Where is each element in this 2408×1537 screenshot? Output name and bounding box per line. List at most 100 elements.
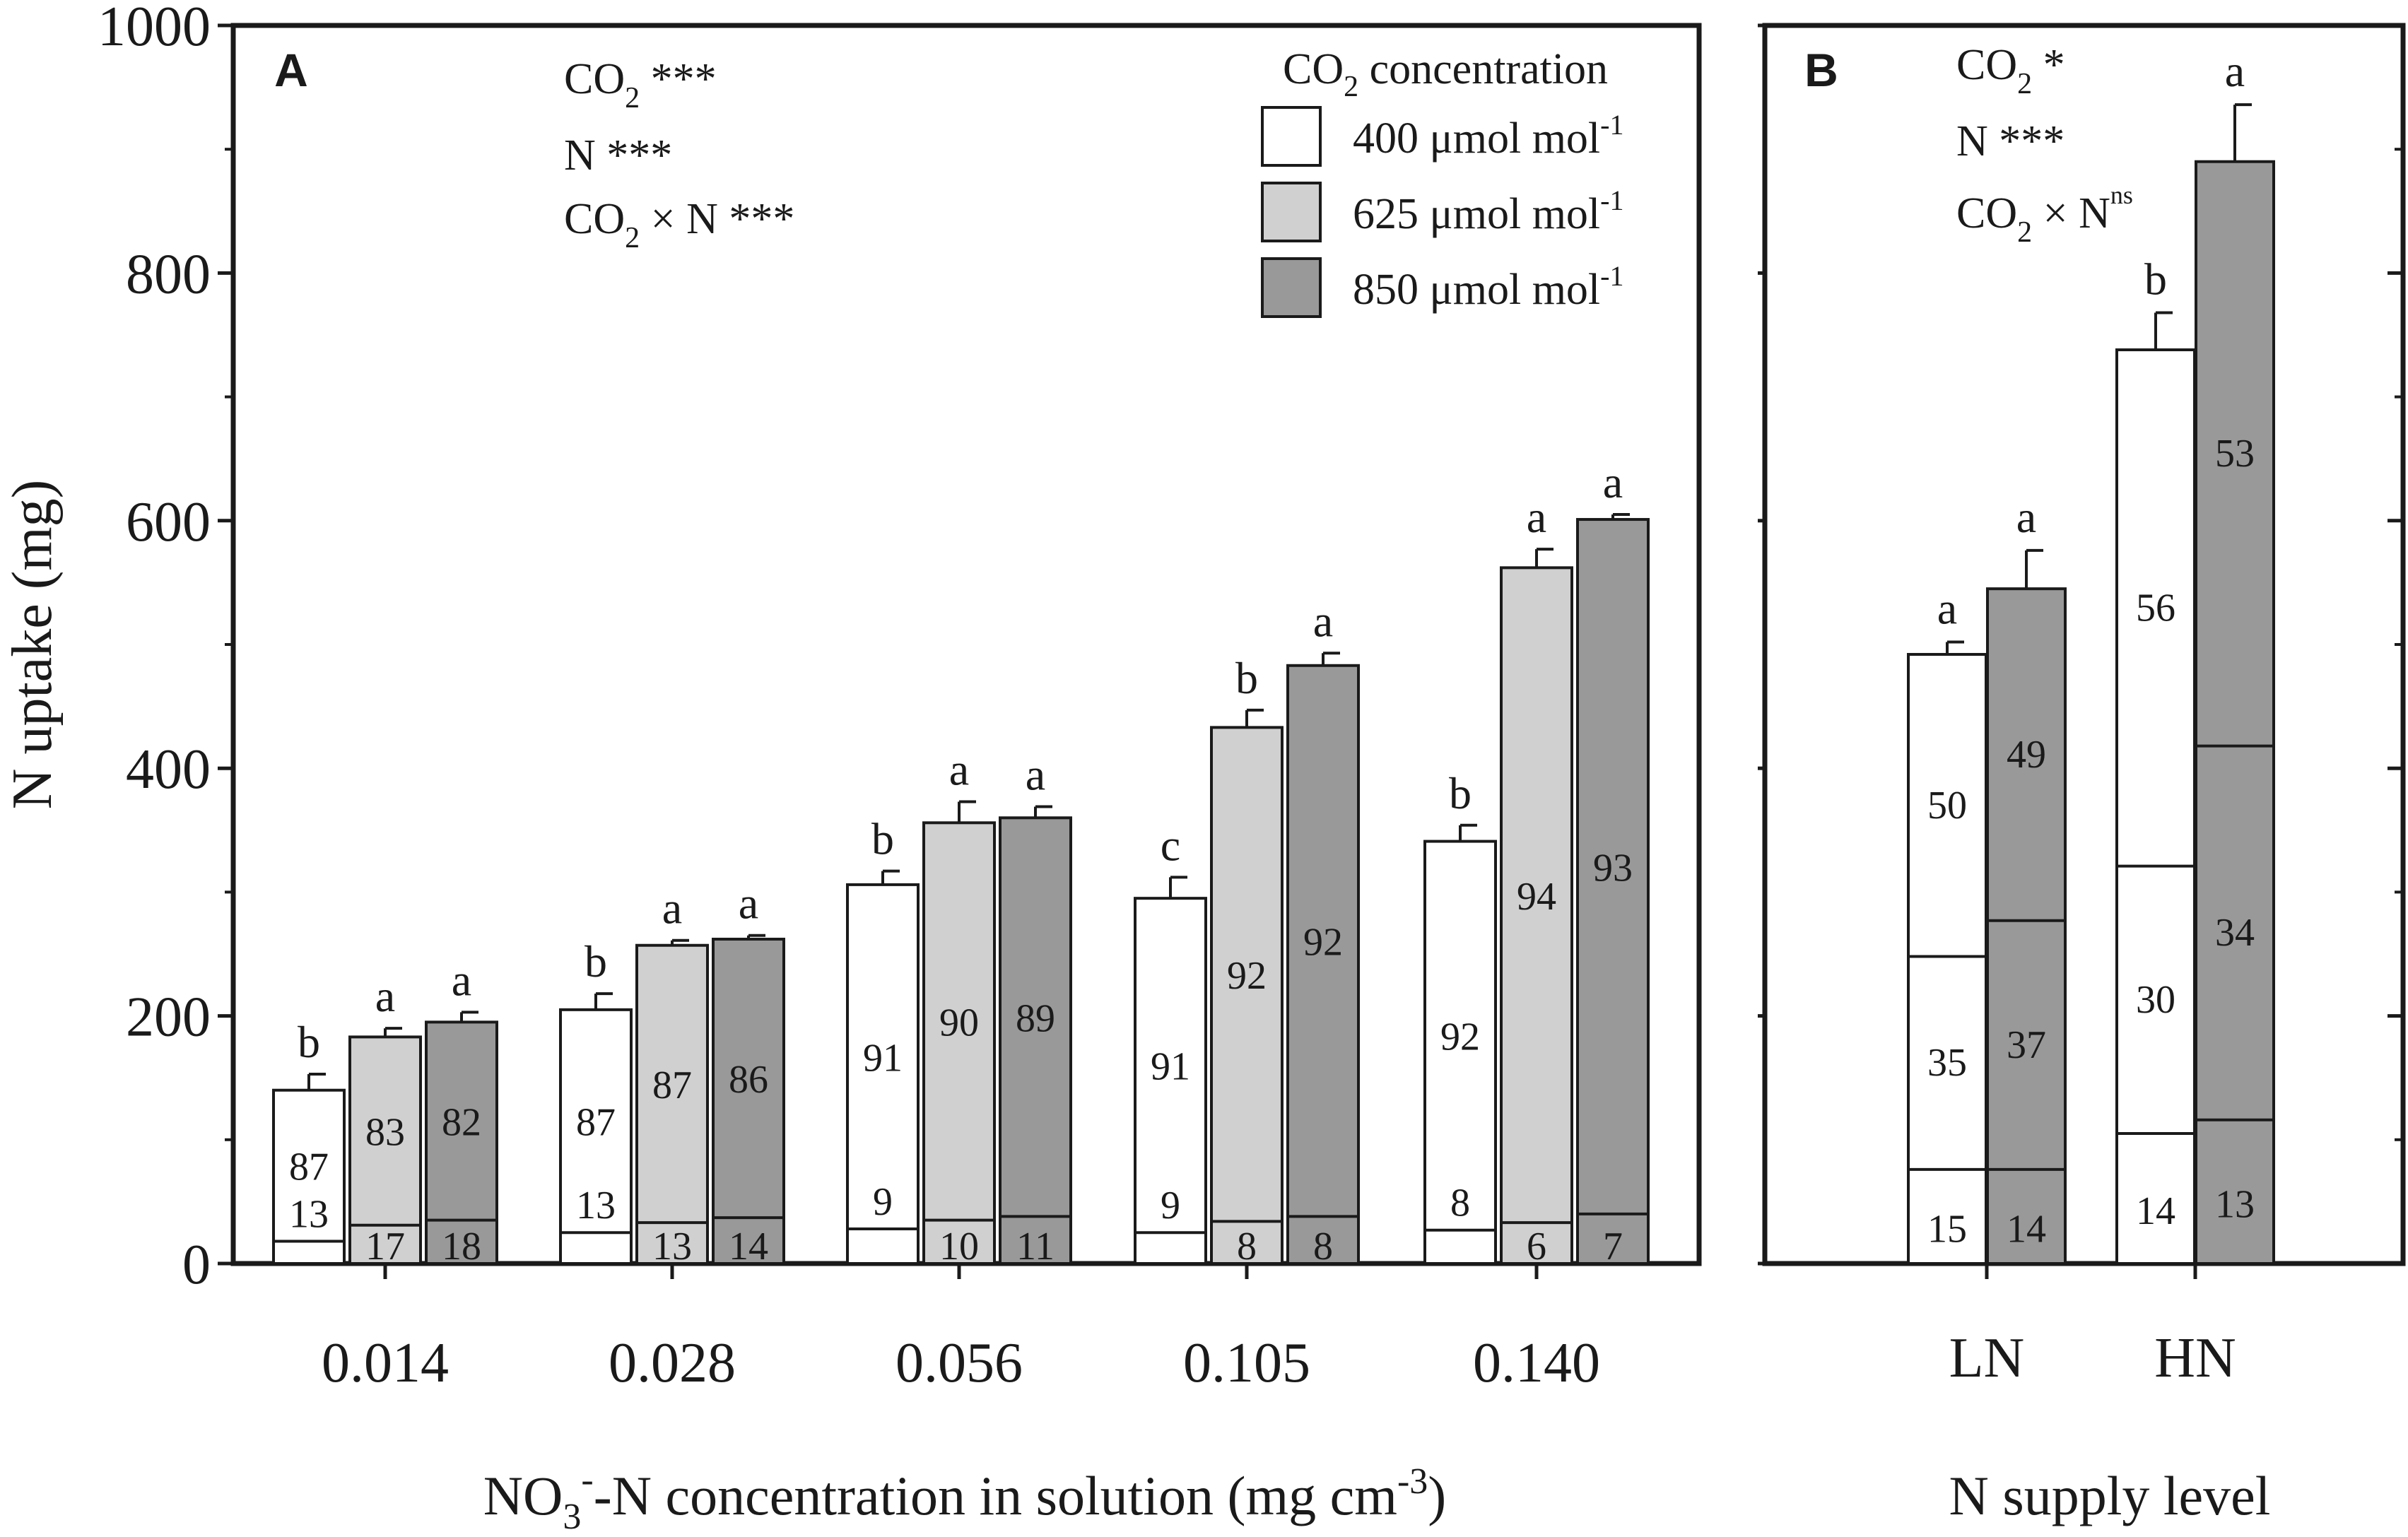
- bar: [1423, 840, 1497, 1265]
- bar: [559, 1008, 633, 1265]
- legend-label-text: 400 μmol mol: [1353, 114, 1600, 163]
- significance-letter: a: [452, 955, 471, 1005]
- segment-pct-label: 9: [1161, 1184, 1180, 1227]
- segment-pct-label: 34: [2215, 911, 2255, 955]
- significance-letter: a: [662, 883, 682, 934]
- stats-b-co2-base: CO: [1956, 41, 2017, 89]
- significance-letter: a: [2016, 492, 2036, 542]
- legend-title: CO2 concentration: [1283, 45, 1608, 103]
- x-tick-label: 0.028: [609, 1332, 736, 1394]
- stats-int-sub: 2: [625, 222, 640, 254]
- segment-pct-label: 8: [1313, 1225, 1333, 1268]
- x-title-close: ): [1428, 1465, 1446, 1526]
- segment-pct-label: 37: [2007, 1023, 2046, 1067]
- segment-pct-label: 94: [1517, 875, 1556, 919]
- y-tick-label: 1000: [98, 0, 211, 58]
- segment-pct-label: 92: [1227, 954, 1267, 998]
- stats-n: N ***: [564, 131, 672, 179]
- bar: [635, 943, 709, 1265]
- segment-pct-label: 86: [729, 1058, 768, 1102]
- stats-b-co2-text: *: [2032, 41, 2065, 89]
- bar: [922, 821, 996, 1265]
- legend-label-sup: -1: [1600, 184, 1623, 216]
- segment-pct-label: 13: [652, 1225, 692, 1268]
- x-tick-label: 0.056: [895, 1332, 1023, 1394]
- bar: [1286, 664, 1360, 1265]
- legend-swatch: [1261, 257, 1322, 318]
- stats-co2: CO2 ***: [564, 55, 717, 114]
- legend-title-sub: 2: [1344, 71, 1358, 103]
- significance-letter: b: [1449, 768, 1472, 818]
- segment-pct-label: 10: [939, 1225, 979, 1268]
- segment-pct-label: 87: [576, 1101, 616, 1145]
- panel-a-letter: A: [274, 44, 308, 96]
- segment-pct-label: 7: [1603, 1225, 1623, 1268]
- legend-label: 850 μmol mol-1: [1353, 260, 1623, 314]
- segment-pct-label: 13: [2215, 1182, 2255, 1226]
- legend-label: 400 μmol mol-1: [1353, 109, 1623, 163]
- segment-pct-label: 50: [1927, 784, 1967, 828]
- segment-pct-label: 14: [2007, 1207, 2046, 1251]
- legend-swatch: [1261, 182, 1322, 242]
- stats-b-co2: CO2 *: [1956, 41, 2065, 100]
- y-tick-label: 600: [126, 491, 211, 553]
- bar: [1986, 587, 2067, 1265]
- stats-b-int-text: × N: [2032, 189, 2110, 237]
- x-title-sub3: 3: [563, 1497, 581, 1537]
- bar: [846, 883, 920, 1265]
- stats-b-int-sub: 2: [2017, 216, 2032, 249]
- significance-letter: a: [739, 878, 758, 929]
- stats-b-n: N ***: [1956, 117, 2065, 165]
- segment-pct-label: 8: [1450, 1182, 1470, 1225]
- x-tick-label: 0.140: [1473, 1332, 1600, 1394]
- stats-b-n-text: N ***: [1956, 117, 2065, 165]
- x-title-no: NO: [483, 1465, 563, 1526]
- segment-pct-label: 17: [365, 1225, 405, 1268]
- y-tick-label: 0: [182, 1234, 211, 1296]
- bar: [1907, 653, 1987, 1265]
- stats-co2-base: CO: [564, 55, 625, 103]
- x-title-supm3: -3: [1397, 1461, 1428, 1502]
- stats-int-base: CO: [564, 195, 625, 243]
- significance-letter: a: [375, 971, 395, 1021]
- bar: [272, 1088, 346, 1265]
- segment-pct-label: 14: [729, 1225, 768, 1268]
- significance-letter: a: [2225, 46, 2245, 96]
- significance-letter: b: [2144, 254, 2167, 304]
- bar: [2115, 348, 2196, 1265]
- segment-pct-label: 87: [289, 1146, 329, 1189]
- bar: [999, 816, 1072, 1265]
- significance-letter: a: [1937, 583, 1957, 633]
- segment-pct-label: 9: [873, 1180, 893, 1224]
- segment-pct-label: 35: [1927, 1041, 1967, 1085]
- panel-b-letter: B: [1804, 44, 1838, 96]
- segment-pct-label: 13: [576, 1184, 616, 1227]
- segment-pct-label: 91: [1151, 1045, 1190, 1089]
- segment-pct-label: 56: [2136, 586, 2175, 630]
- x-title-main: -N concentration in solution (mg cm: [594, 1465, 1397, 1526]
- significance-letter: a: [1313, 596, 1333, 646]
- segment-pct-label: 15: [1927, 1207, 1967, 1251]
- significance-letter: a: [1026, 750, 1045, 800]
- stats-b-co2-sub: 2: [2017, 68, 2032, 100]
- segment-pct-label: 83: [365, 1111, 405, 1155]
- y-tick-label: 800: [126, 243, 211, 305]
- segment-pct-label: 14: [2136, 1189, 2175, 1233]
- x-axis-title-b: N supply level: [1949, 1465, 2271, 1526]
- stats-interaction: CO2 × N ***: [564, 195, 794, 254]
- segment-pct-label: 93: [1593, 846, 1633, 890]
- x-tick-label: LN: [1949, 1327, 2025, 1389]
- bar: [712, 937, 785, 1265]
- stats-b-interaction: CO2 × Nns: [1956, 181, 2133, 249]
- segment-pct-label: 8: [1237, 1225, 1257, 1268]
- significance-letter: a: [949, 745, 969, 795]
- segment-pct-label: 82: [442, 1101, 481, 1145]
- segment-pct-label: 13: [289, 1192, 329, 1236]
- significance-letter: c: [1161, 820, 1180, 870]
- bar: [1576, 518, 1650, 1265]
- y-tick-label: 200: [126, 987, 211, 1049]
- bar: [1210, 726, 1284, 1266]
- segment-pct-label: 92: [1303, 921, 1343, 965]
- segment-pct-label: 89: [1016, 996, 1055, 1040]
- legend-title-rest: concentration: [1358, 45, 1608, 93]
